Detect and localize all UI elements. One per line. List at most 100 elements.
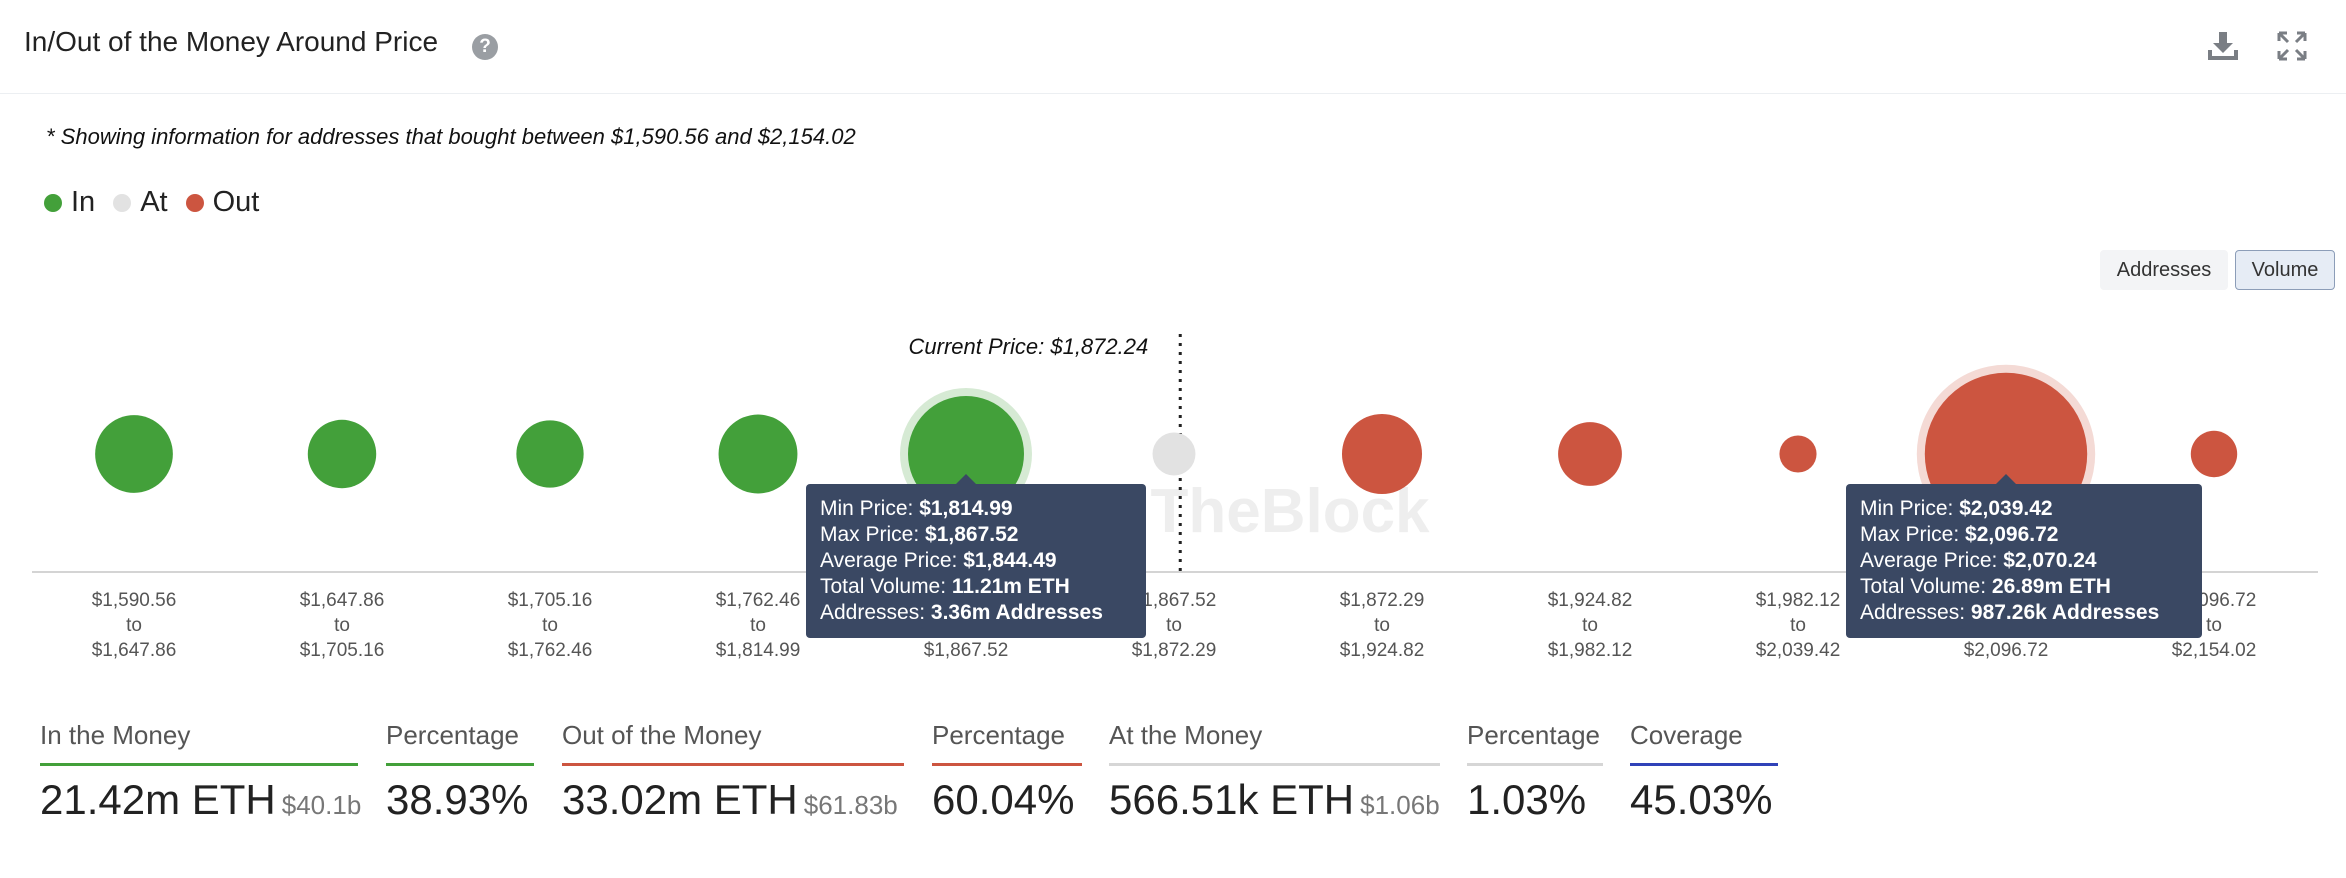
stat-block: Percentage 1.03% [1467,720,1603,824]
tooltip-row-value: $2,039.42 [1959,497,2053,520]
x-tick-label: to [2206,615,2222,636]
stat-value-main: 1.03% [1467,776,1587,823]
tooltip-row: Total Volume: 11.21m ETH [820,574,1132,600]
x-tick-label: to [126,615,142,636]
bubble-in[interactable] [516,420,584,488]
tooltip-row: Max Price: $2,096.72 [1860,522,2188,548]
x-tick-label: $1,924.82 [1340,640,1425,661]
legend-label-in: In [71,186,96,218]
panel-title: In/Out of the Money Around Price [24,26,439,57]
legend-label-out: Out [212,186,260,218]
legend-swatch-in [44,193,62,212]
legend-item-in[interactable]: In [44,186,95,219]
x-tick-label: to [1166,615,1182,636]
stat-value-main: 38.93% [386,776,529,823]
stat-label: Coverage [1630,720,1778,766]
stat-value-main: 60.04% [932,776,1075,823]
range-note: * Showing information for addresses that… [46,124,856,149]
x-tick-label: $1,705.16 [300,640,385,661]
panel-header: In/Out of the Money Around Price ? [0,0,2346,94]
bubble-in[interactable] [718,414,798,494]
stat-value-usd: $40.1b [281,790,362,820]
x-tick-label: $1,982.12 [1548,640,1633,661]
tooltip-arrow [1996,474,2016,484]
tooltip-arrow [956,474,976,484]
tooltip-row: Max Price: $1,867.52 [820,522,1132,548]
addresses-toggle-button[interactable]: Addresses [2100,250,2228,290]
x-tick-label: to [542,615,558,636]
bubble-out[interactable] [2190,430,2238,478]
tooltip-row-label: Max Price: [820,523,926,546]
x-tick-label: to [334,615,350,636]
stat-value-main: 566.51k ETH [1109,776,1355,823]
tooltip-row-label: Addresses: [1860,601,1971,624]
bubble-in[interactable] [908,396,1024,512]
stat-block: Percentage 60.04% [932,720,1082,824]
bubble-in[interactable] [95,415,173,493]
tooltip-row-label: Total Volume: [820,575,952,598]
bubble-at[interactable] [1152,432,1196,476]
legend-item-at[interactable]: At [113,186,168,219]
tooltip-row-value: 26.89m ETH [1991,575,2111,598]
stat-value-main: 21.42m ETH [40,776,276,823]
stat-label: Percentage [386,720,534,766]
x-tick-label: $1,867.52 [1132,590,1217,611]
help-icon[interactable]: ? [472,34,498,60]
x-tick-label: $1,924.82 [1548,590,1633,611]
stat-value-usd: $61.83b [803,790,898,820]
stat-value: 60.04% [932,776,1082,824]
legend-item-out[interactable]: Out [185,186,260,219]
x-tick-label: $2,039.42 [1756,640,1841,661]
bubble-out[interactable] [1341,413,1423,495]
stat-value: 566.51k ETH $1.06b [1109,776,1440,824]
x-tick-label: to [750,615,766,636]
tooltip-row-value: $1,844.49 [963,549,1057,572]
stat-label: At the Money [1109,720,1440,766]
tooltip-row-value: $1,814.99 [919,497,1013,520]
x-tick-label: $1,705.16 [508,590,593,611]
stat-value-usd: $1.06b [1360,790,1440,820]
stat-value-main: 33.02m ETH [562,776,798,823]
stat-block: Coverage 45.03% [1630,720,1778,824]
tooltip-row: Min Price: $2,039.42 [1860,496,2188,522]
tooltip-row-value: $2,070.24 [2003,549,2097,572]
tooltip-row: Min Price: $1,814.99 [820,496,1132,522]
tooltip-row: Addresses: 3.36m Addresses [820,600,1132,626]
tooltip-row-label: Addresses: [820,601,931,624]
stat-value: 45.03% [1630,776,1778,824]
bubble-tooltip: Min Price: $2,039.42 Max Price: $2,096.72… [1846,474,2202,638]
bubble-out[interactable] [1558,422,1622,486]
x-tick-label: $1,982.12 [1756,590,1841,611]
x-tick-label: to [1790,615,1806,636]
tooltip-row-label: Average Price: [820,549,964,572]
stat-value: 33.02m ETH $61.83b [562,776,904,824]
x-tick-label: to [1374,615,1390,636]
legend: In At Out [44,186,277,219]
tooltip-row-value: 987.26k Addresses [1970,601,2160,624]
bubble-out[interactable] [1779,435,1817,473]
volume-toggle-button[interactable]: Volume [2235,250,2335,290]
fullscreen-icon[interactable] [2272,26,2312,66]
x-tick-label: $1,647.86 [92,640,177,661]
tooltip-row-label: Min Price: [1860,497,1960,520]
download-icon[interactable] [2203,26,2243,66]
tooltip-row: Total Volume: 26.89m ETH [1860,574,2188,600]
stat-value: 21.42m ETH $40.1b [40,776,361,824]
x-tick-label: $1,872.29 [1340,590,1425,611]
stat-block: At the Money 566.51k ETH $1.06b [1109,720,1440,824]
current-price-label: Current Price: $1,872.24 [909,334,1149,359]
tooltip-row-label: Total Volume: [1860,575,1992,598]
tooltip-row-label: Average Price: [1860,549,2004,572]
stat-value-main: 45.03% [1630,776,1773,823]
x-tick-label: $1,814.99 [716,640,801,661]
tooltip-row-value: $1,867.52 [925,523,1019,546]
bubble-in[interactable] [307,419,377,489]
tooltip-row-label: Min Price: [820,497,920,520]
x-tick-label: $2,154.02 [2172,640,2257,661]
tooltip-row-value: $2,096.72 [1965,523,2059,546]
x-tick-label: $1,762.46 [508,640,593,661]
x-tick-label: $2,096.72 [1964,640,2049,661]
legend-swatch-at [113,193,132,212]
stat-label: In the Money [40,720,358,766]
legend-swatch-out [185,193,204,212]
